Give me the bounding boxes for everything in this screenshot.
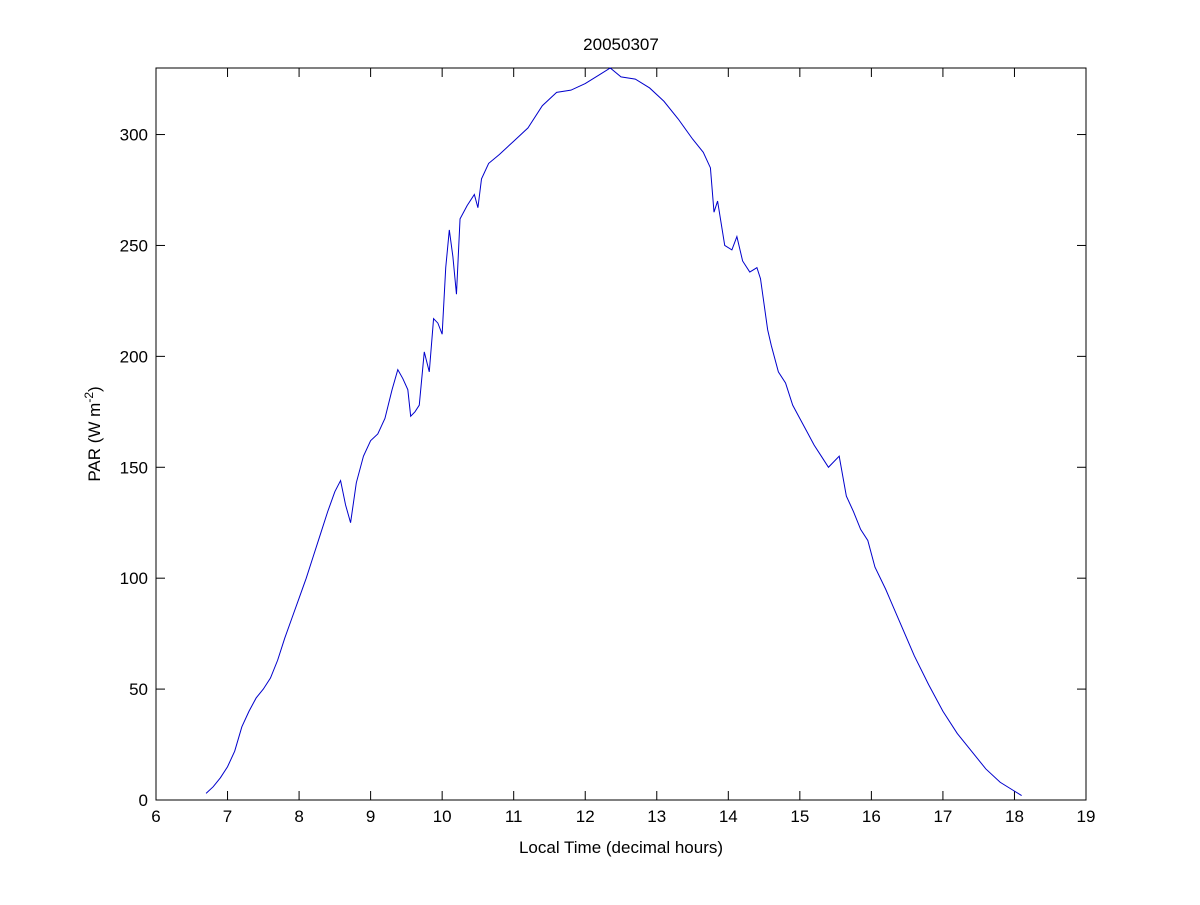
- x-tick-label: 9: [366, 807, 375, 826]
- x-tick-label: 11: [505, 807, 523, 826]
- plot-frame: [155, 67, 1087, 801]
- y-label-text: PAR (W m: [85, 403, 104, 482]
- x-tick-label: 6: [151, 807, 160, 826]
- y-tick-label: 50: [129, 680, 148, 699]
- x-tick-label: 7: [223, 807, 232, 826]
- y-label-sup: -2: [82, 392, 96, 403]
- x-tick-label: 8: [294, 807, 303, 826]
- y-tick-label: 250: [120, 236, 148, 255]
- y-axis-label: PAR (W m-2): [82, 386, 104, 481]
- x-tick-label: 14: [719, 807, 738, 826]
- x-tick-label: 15: [790, 807, 809, 826]
- y-label-suffix: ): [85, 386, 104, 392]
- x-tick-label: 13: [647, 807, 666, 826]
- x-axis-label: Local Time (decimal hours): [519, 838, 723, 857]
- x-tick-label: 19: [1077, 807, 1096, 826]
- x-tick-label: 12: [576, 807, 595, 826]
- y-tick-label: 0: [139, 791, 148, 810]
- data-line: [205, 67, 1022, 796]
- x-tick-label: 17: [933, 807, 952, 826]
- x-tick-label: 18: [1005, 807, 1024, 826]
- x-tick-label: 10: [433, 807, 452, 826]
- y-tick-label: 200: [120, 347, 148, 366]
- x-tick-label: 16: [862, 807, 881, 826]
- y-tick-label: 150: [120, 458, 148, 477]
- y-tick-label: 300: [120, 126, 148, 145]
- chart-title: 20050307: [583, 35, 659, 54]
- y-tick-label: 100: [120, 569, 148, 588]
